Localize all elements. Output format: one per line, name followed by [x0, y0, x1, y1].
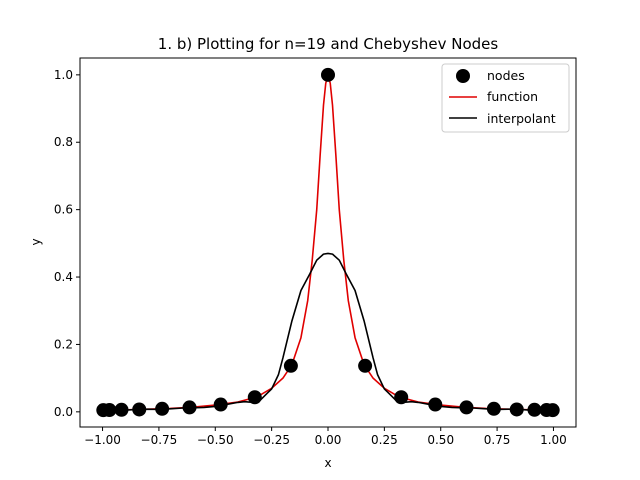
x-tick-label: −0.50 [197, 433, 234, 447]
node-point [247, 390, 262, 405]
node-point [321, 67, 335, 82]
node-point [182, 400, 197, 415]
x-tick-label: 0.00 [315, 433, 342, 447]
node-point [213, 397, 228, 412]
x-tick-label: 0.25 [371, 433, 398, 447]
x-tick-label: −0.75 [141, 433, 178, 447]
node-point [459, 400, 474, 415]
node-point [527, 402, 542, 417]
legend: nodes function interpolant [441, 63, 570, 133]
y-tick-label: 0.2 [54, 337, 73, 351]
y-tick-label: 0.4 [54, 270, 73, 284]
y-tick-label: 0.8 [54, 135, 73, 149]
y-axis-label: y [29, 238, 43, 245]
node-point [283, 358, 298, 373]
plot-markers [96, 67, 560, 418]
x-tick-label: −1.00 [84, 433, 121, 447]
node-point [102, 403, 117, 418]
legend-nodes-marker [456, 69, 470, 83]
node-point [132, 402, 147, 417]
legend-interpolant-label: interpolant [487, 111, 556, 126]
node-point [155, 401, 170, 416]
legend-box [441, 63, 570, 133]
node-point [358, 358, 373, 373]
node-point [394, 390, 409, 405]
node-point [545, 403, 560, 418]
y-tick-label: 0.0 [54, 405, 73, 419]
x-axis-label: x [324, 456, 331, 470]
x-axis: −1.00 −0.75 −0.50 −0.25 0.00 0.25 0.50 0.75 1.00 [84, 427, 567, 447]
x-tick-label: 1.00 [540, 433, 567, 447]
legend-nodes-label: nodes [487, 68, 525, 83]
y-tick-label: 1.0 [54, 68, 73, 82]
chart-title: 1. b) Plotting for n=19 and Chebyshev No… [158, 35, 499, 53]
x-tick-label: −0.25 [253, 433, 290, 447]
x-tick-label: 0.75 [484, 433, 511, 447]
legend-function-label: function [487, 89, 538, 104]
y-tick-label: 0.6 [54, 203, 73, 217]
node-point [509, 402, 524, 417]
x-tick-label: 0.50 [427, 433, 454, 447]
node-point [428, 397, 443, 412]
node-point [114, 402, 129, 417]
y-axis: 0.0 0.2 0.4 0.6 0.8 1.0 [54, 68, 80, 419]
interpolant-line [102, 252, 554, 411]
node-point [486, 401, 501, 416]
